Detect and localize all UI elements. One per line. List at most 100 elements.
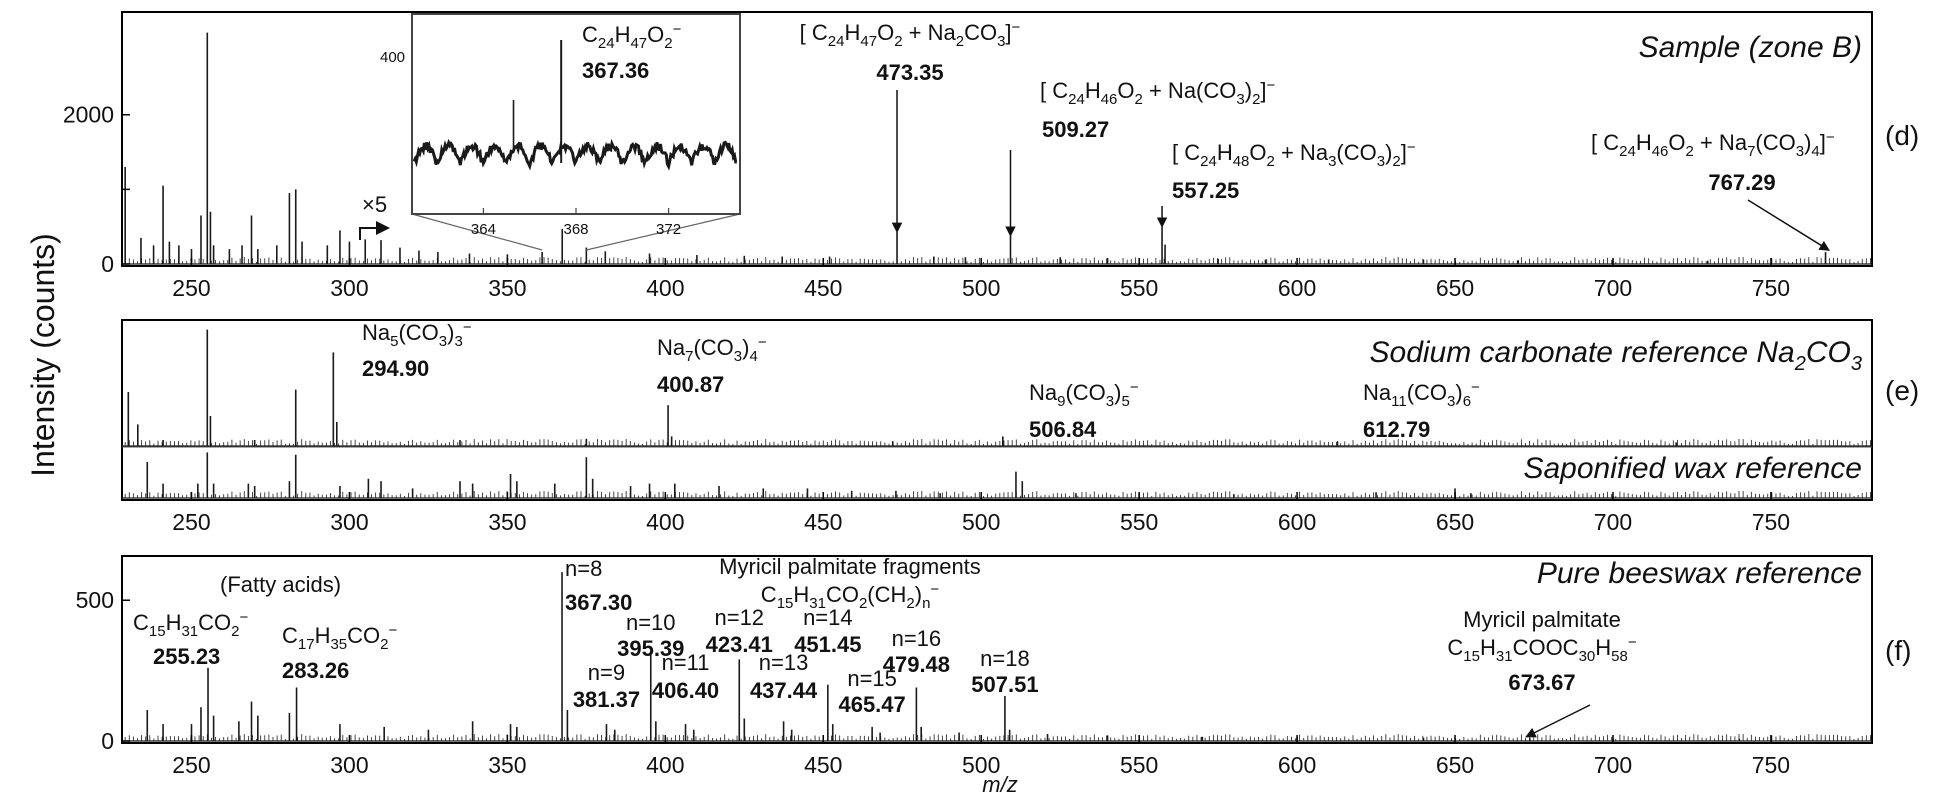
panel-e-title: Sodium carbonate reference Na2CO3 [1370,336,1863,375]
panel-f-label: (f) [1885,635,1911,666]
label-c17-value: 283.26 [282,658,349,683]
annotation-767-value: 767.29 [1708,170,1775,195]
panel-d-x-tick-label: 600 [1278,275,1316,301]
panel-d: 250 300 350 400 450 500 550 600 650 700 750 02000 … [63,11,1919,301]
inset-x-tick-label: 372 [656,221,681,238]
panel-e2-spectrum [122,452,1872,499]
label-na11: Na11(CO3)6− 612.79 [1363,379,1480,442]
y-axis-label: Intensity (counts) [25,233,61,477]
inset-x-ticks: 364 368 372 [471,208,681,238]
panel-e: 250 300 350 400 450 500 550 600 650 700 750 Sodium… [121,319,1919,535]
panel-e-label: (e) [1885,375,1919,406]
label-na11-value: 612.79 [1363,417,1430,442]
annotation-473: [ C24H47O2 + Na2CO3]− 473.35 [800,19,1021,234]
inset-zoom-line-right [586,213,741,251]
inset-trace [412,40,738,171]
label-na9-formula: Na9(CO3)5− [1029,379,1139,410]
annotation-767-formula: [ C24H46O2 + Na7(CO3)4]− [1591,129,1835,160]
magnification-note: ×5 [362,192,387,217]
fragment-n-label: n=13 [759,650,809,675]
fragment-n-label: n=18 [980,646,1030,671]
fragments-label: Myricil palmitate fragments [719,554,981,579]
label-c15: C15H31CO2− 255.23 [133,609,249,669]
panel-d-title: Sample (zone B) [1639,31,1862,64]
fragment-n-label: n=8 [565,556,602,581]
panel-f-x-tick-label: 350 [488,752,526,778]
panel-f-y-ticks: 0 500 [76,587,130,754]
panel-f-x-tick-label: 250 [172,752,210,778]
panel-d-x-tick-label: 450 [804,275,842,301]
panel-d-x-tick-label: 650 [1436,275,1474,301]
fragment-n-label: n=12 [714,605,764,630]
label-na5: Na5(CO3)3− 294.90 [362,319,472,381]
panel-f-x-tick-label: 400 [646,752,684,778]
panel-f-x-tick-label: 450 [804,752,842,778]
fragment-value: 507.51 [971,672,1038,697]
fragment-value: 406.40 [652,678,719,703]
panel-d-x-tick-label: 300 [330,275,368,301]
panel-d-y-ticks: 0 2000 [63,102,130,277]
fatty-acids-label: (Fatty acids) [220,572,341,597]
annotation-557-formula: [ C24H48O2 + Na3(CO3)2]− [1172,139,1416,170]
fragment-n-label: n=15 [847,666,897,691]
panel-e-spectrum [122,329,1872,447]
annotation-767: [ C24H46O2 + Na7(CO3)4]− 767.29 [1591,129,1835,251]
panel-f-x-tick-label: 550 [1120,752,1158,778]
panel-d-x-tick-label: 550 [1120,275,1158,301]
panel-e-x-tick-label: 700 [1594,509,1632,535]
fragment-value: 395.39 [617,636,684,661]
panel-d-y-tick-label: 0 [101,251,114,277]
label-na7: Na7(CO3)4− 400.87 [657,334,767,397]
label-na5-formula: Na5(CO3)3− [362,319,472,350]
panel-e-x-tick-label: 250 [172,509,210,535]
panel-d-x-tick-label: 250 [172,275,210,301]
annotation-509-value: 509.27 [1042,117,1109,142]
fragment-n-label: n=14 [803,605,853,630]
myricil-name: Myricil palmitate [1463,607,1621,632]
label-na7-formula: Na7(CO3)4− [657,334,767,365]
panel-e-x-tick-label: 600 [1278,509,1316,535]
panel-f-x-tick-label: 650 [1436,752,1474,778]
panel-e-x-tick-label: 300 [330,509,368,535]
panel-f-x-ticks: 250 300 350 400 450 500 550 600 650 700 750 [172,735,1790,778]
panel-e-x-ticks: 250 300 350 400 450 500 550 600 650 700 750 [172,492,1790,535]
magnification-arrow [359,221,390,240]
panel-d-x-tick-label: 350 [488,275,526,301]
inset-frame [411,13,741,215]
panel-d-x-tick-label: 500 [962,275,1000,301]
panel-e-x-tick-label: 750 [1752,509,1790,535]
fragment-n-label: n=11 [662,650,710,675]
inset-x-tick-label: 364 [471,221,496,238]
fragment-n-label: n=10 [626,610,676,635]
panel-f-spectrum [122,572,1872,742]
label-na7-value: 400.87 [657,372,724,397]
panel-f-x-tick-label: 500 [962,752,1000,778]
inset-peak-value: 367.36 [582,58,649,83]
panel-f-x-tick-label: 750 [1752,752,1790,778]
panel-e-x-tick-label: 550 [1120,509,1158,535]
fragment-value: 451.45 [794,632,861,657]
label-c15-formula: C15H31CO2− [133,609,249,640]
panel-f-x-tick-label: 700 [1594,752,1632,778]
annotation-473-formula: [ C24H47O2 + Na2CO3]− [800,19,1021,50]
annotation-557-value: 557.25 [1172,178,1239,203]
panel-d-x-ticks: 250 300 350 400 450 500 550 600 650 700 750 [172,258,1790,301]
inset-noise-trace [412,138,738,171]
inset-x-tick-label: 368 [563,221,588,238]
fragment-value: 367.30 [565,590,632,615]
annotation-557: [ C24H48O2 + Na3(CO3)2]− 557.25 [1156,139,1416,228]
panel-d-x-tick-label: 400 [646,275,684,301]
annotation-509-formula: [ C24H46O2 + Na(CO3)2]− [1040,77,1276,108]
x-axis-label: m/z [982,772,1017,797]
panel-d-frame [121,11,1873,267]
label-na11-formula: Na11(CO3)6− [1363,379,1480,410]
annotation-767-leader [1747,199,1830,251]
label-c17-formula: C17H35CO2− [282,622,398,653]
panel-f-frame [121,555,1873,744]
panel-e2-title: Saponified wax reference [1523,452,1862,485]
label-c15-value: 255.23 [153,644,220,669]
fragment-n-label: n=9 [588,660,625,685]
myricil-formula: C15H31COOC30H58− [1447,634,1636,665]
